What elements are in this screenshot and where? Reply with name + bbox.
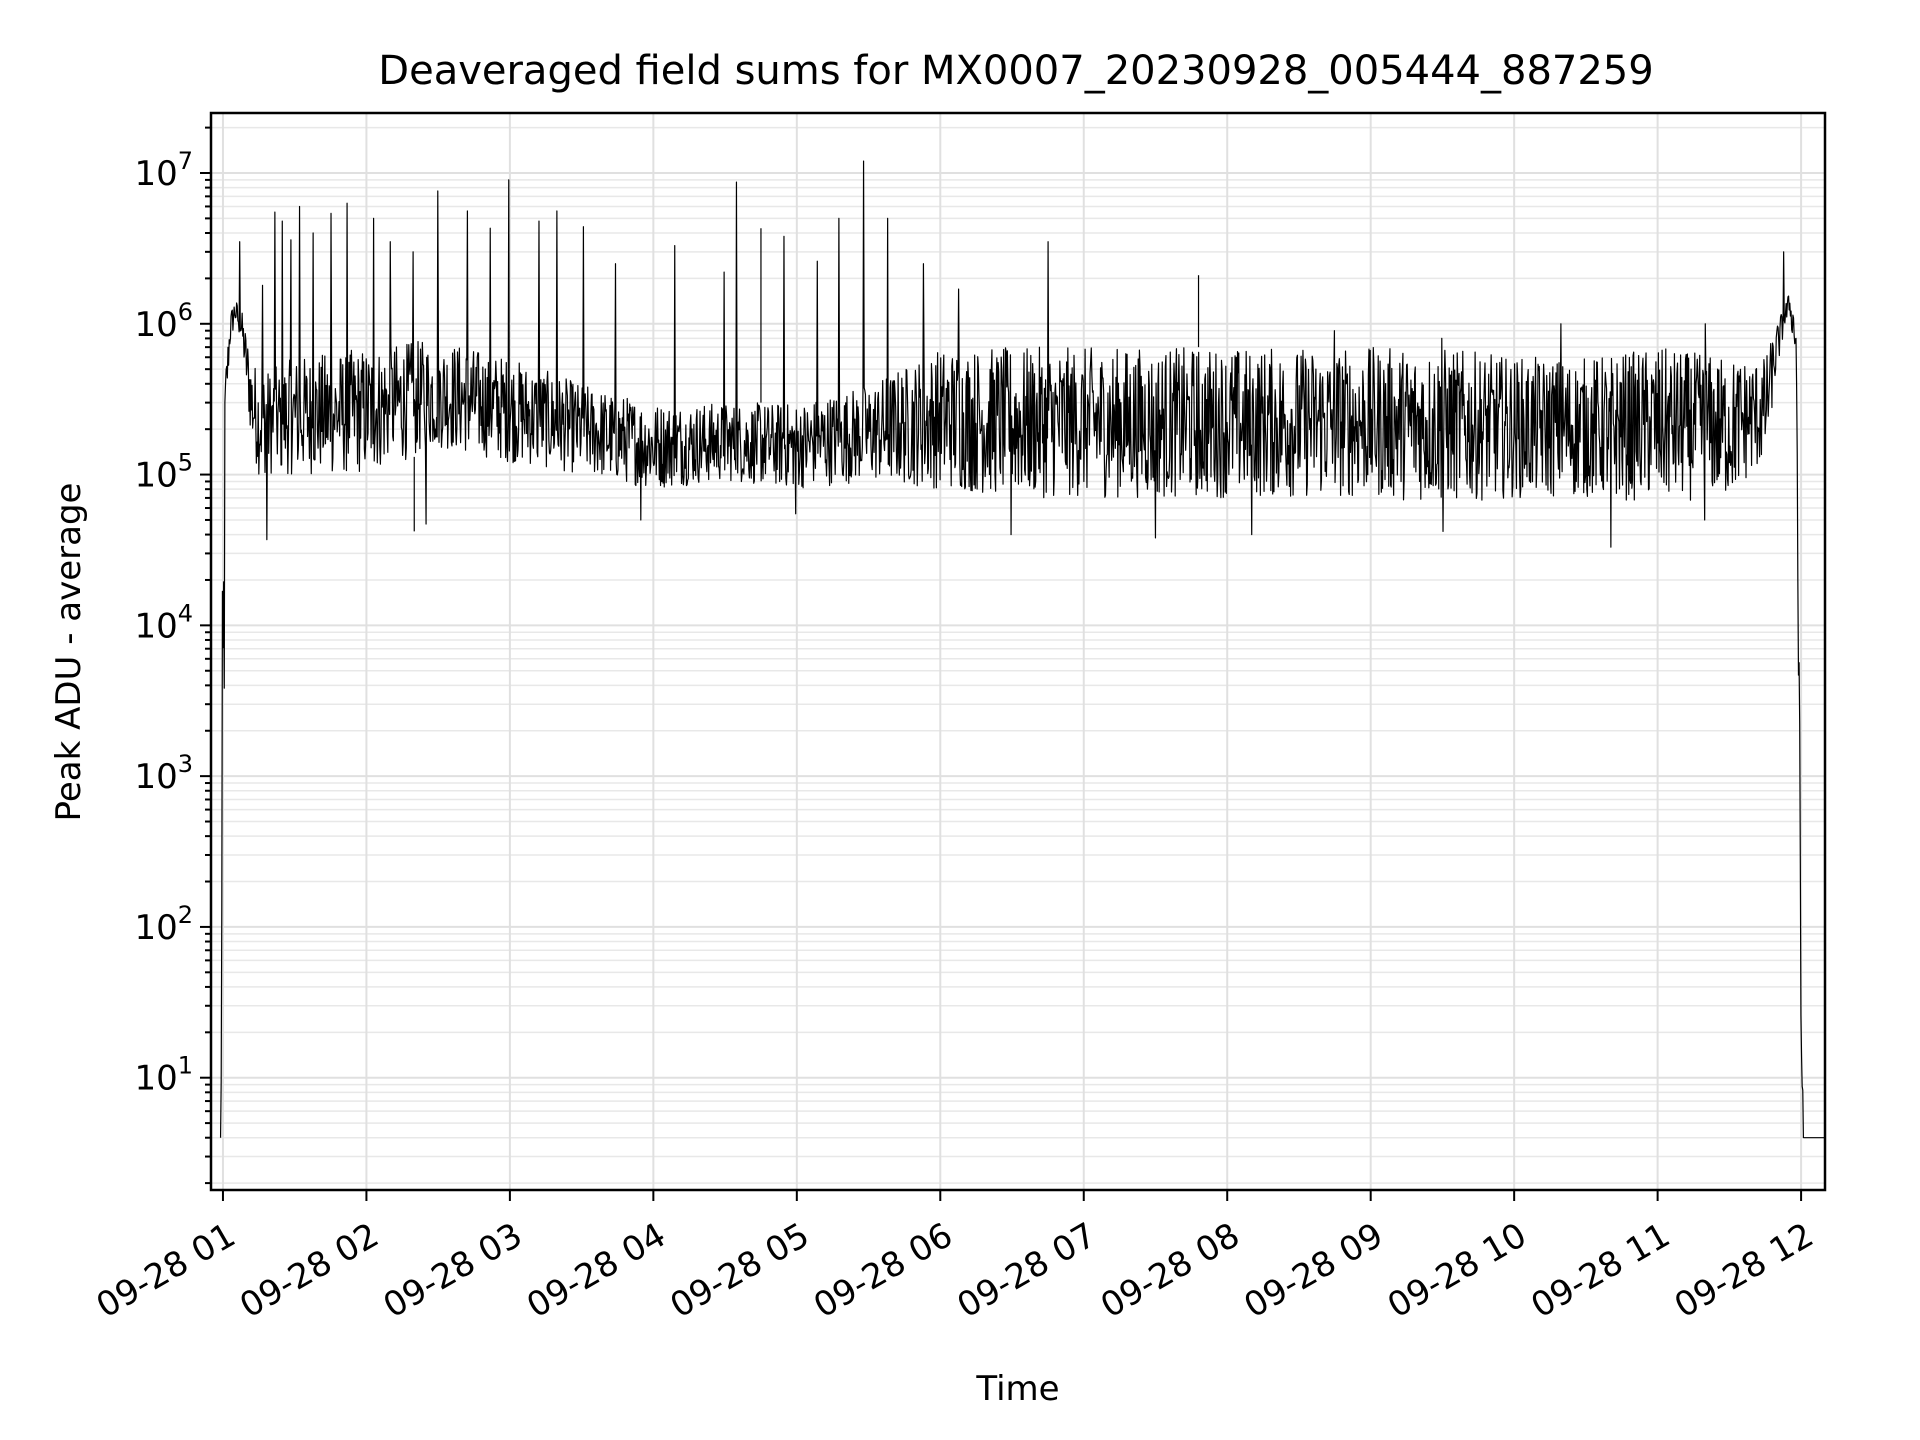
y-axis: 101 102 103 104 105 106 107: [134, 126, 211, 1185]
grid: [211, 113, 1825, 1190]
x-axis-label: Time: [975, 1369, 1059, 1409]
x-tick-label: 09-28 02: [233, 1215, 385, 1326]
x-tick-label: 09-28 05: [664, 1215, 816, 1326]
x-tick-label: 09-28 01: [90, 1215, 242, 1326]
x-tick-label: 09-28 07: [951, 1215, 1103, 1326]
x-tick-label: 09-28 10: [1381, 1215, 1533, 1326]
y-tick-label: 102: [134, 901, 193, 948]
x-tick-label: 09-28 09: [1238, 1215, 1390, 1326]
y-tick-label: 103: [134, 750, 193, 797]
x-tick-label: 09-28 12: [1668, 1215, 1820, 1326]
x-tick-label: 09-28 11: [1524, 1215, 1676, 1326]
x-tick-label: 09-28 03: [377, 1215, 529, 1326]
y-tick-label: 107: [134, 147, 193, 194]
y-tick-label: 105: [134, 449, 193, 496]
plot-area: [219, 160, 1825, 1139]
plot-frame: [209, 111, 1827, 1192]
y-tick-label: 106: [134, 298, 193, 345]
y-axis-label: Peak ADU - average: [49, 483, 89, 822]
y-tick-label: 101: [134, 1052, 193, 1099]
y-tick-label: 104: [134, 599, 193, 646]
chart-title: Deaveraged field sums for MX0007_2023092…: [378, 48, 1653, 94]
x-tick-label: 09-28 06: [807, 1215, 959, 1326]
x-tick-label: 09-28 08: [1094, 1215, 1246, 1326]
series-line: [219, 160, 1825, 1139]
x-tick-label: 09-28 04: [520, 1215, 672, 1326]
